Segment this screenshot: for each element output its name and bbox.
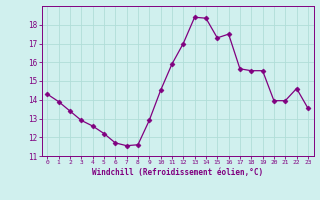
X-axis label: Windchill (Refroidissement éolien,°C): Windchill (Refroidissement éolien,°C)	[92, 168, 263, 177]
